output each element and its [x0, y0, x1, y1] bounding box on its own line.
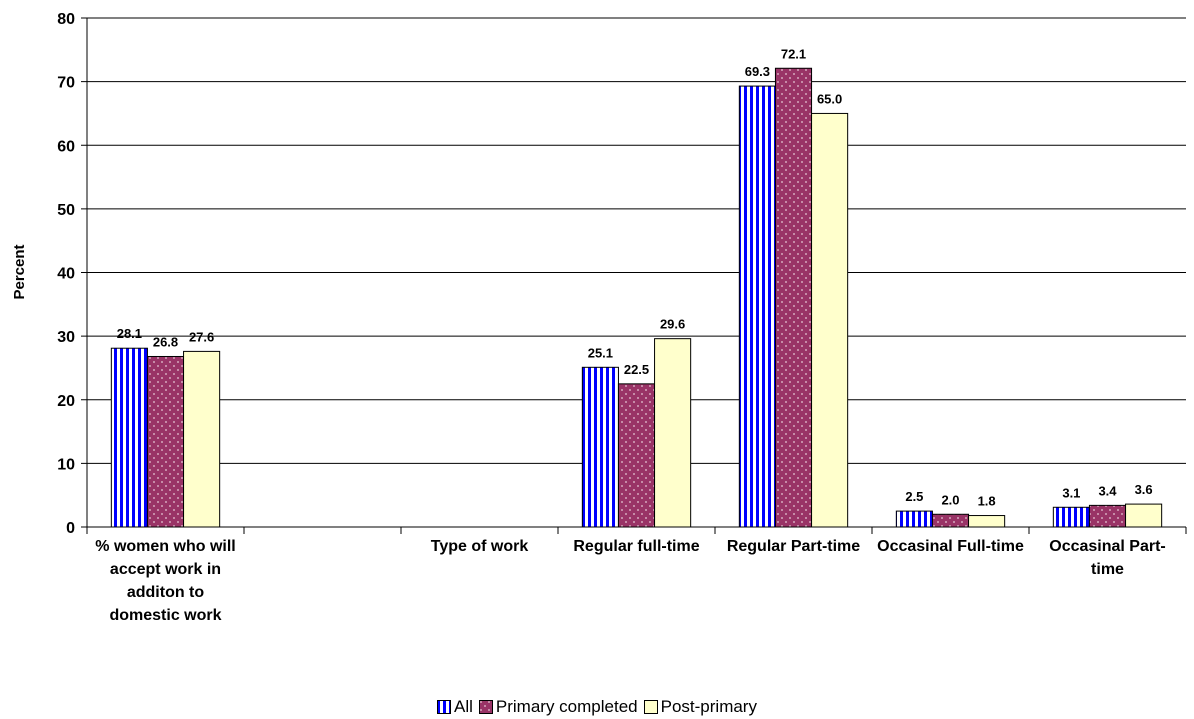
data-label: 28.1 — [117, 326, 142, 341]
bar — [1052, 506, 1090, 528]
bar — [738, 85, 776, 528]
data-label: 1.8 — [978, 494, 996, 509]
x-tick-label: Occasinal Full-time — [877, 538, 1024, 555]
bar — [968, 515, 1006, 528]
x-tick-label: Occasinal Part-time — [1049, 538, 1166, 578]
y-tick-label: 0 — [66, 520, 75, 537]
bar — [811, 112, 849, 528]
legend-swatch-rect — [437, 700, 451, 714]
y-tick-label: 10 — [57, 456, 75, 473]
legend-label: Post-primary — [660, 697, 757, 716]
y-tick-label: 80 — [57, 11, 75, 28]
bar — [581, 366, 619, 528]
legend-swatch — [643, 700, 658, 714]
legend-label: All — [454, 697, 473, 716]
legend: All Primary completed Post-primary — [0, 697, 1194, 717]
data-label: 72.1 — [781, 46, 806, 61]
bar — [654, 338, 692, 528]
x-tick-label: Regular full-time — [573, 538, 700, 555]
bar — [183, 350, 221, 528]
bar — [146, 355, 185, 528]
data-label: 2.0 — [941, 492, 959, 507]
bar — [895, 510, 933, 528]
legend-swatch-rect — [478, 700, 493, 714]
data-label: 69.3 — [745, 64, 770, 79]
legend-item: Post-primary — [643, 697, 757, 717]
y-axis-title: Percent — [11, 244, 28, 299]
y-tick-label: 70 — [57, 75, 75, 92]
x-tick-label: % women who will accept work in additon … — [95, 538, 236, 624]
bar — [110, 347, 148, 528]
y-tick-label: 60 — [57, 138, 75, 155]
data-label: 22.5 — [624, 362, 649, 377]
data-label: 26.8 — [153, 334, 178, 349]
legend-swatch — [437, 700, 451, 714]
y-tick-label: 50 — [57, 202, 75, 219]
bar — [1125, 503, 1163, 528]
y-tick-label: 40 — [57, 266, 75, 283]
data-label: 2.5 — [905, 489, 923, 504]
legend-label: Primary completed — [495, 697, 638, 716]
legend-swatch-rect — [643, 700, 658, 714]
data-label: 25.1 — [588, 345, 613, 360]
legend-swatch — [478, 700, 493, 714]
x-tick-label: Type of work — [430, 538, 529, 555]
data-label: 3.4 — [1098, 483, 1117, 498]
y-tick-label: 30 — [57, 329, 75, 346]
legend-item: All — [437, 697, 473, 717]
data-label: 65.0 — [817, 91, 842, 106]
x-tick-label: Regular Part-time — [726, 538, 861, 555]
legend-item: Primary completed — [478, 697, 638, 717]
data-label: 3.6 — [1135, 482, 1153, 497]
data-label: 29.6 — [660, 317, 685, 332]
data-label: 27.6 — [189, 329, 214, 344]
bar — [1088, 504, 1127, 528]
bar — [774, 67, 813, 528]
bar — [617, 383, 656, 528]
y-tick-label: 20 — [57, 393, 75, 410]
bar — [931, 513, 970, 528]
data-label: 3.1 — [1062, 485, 1080, 500]
